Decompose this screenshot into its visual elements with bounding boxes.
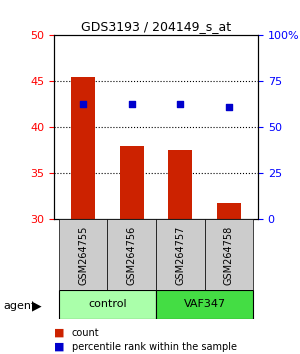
Text: count: count (72, 328, 100, 338)
FancyBboxPatch shape (156, 219, 205, 290)
Text: ▶: ▶ (32, 300, 41, 313)
FancyBboxPatch shape (156, 290, 253, 319)
FancyBboxPatch shape (59, 290, 156, 319)
Text: ■: ■ (54, 328, 64, 338)
FancyBboxPatch shape (205, 219, 253, 290)
Bar (217, 203, 241, 219)
Text: control: control (88, 299, 127, 309)
Text: agent: agent (3, 301, 35, 311)
Text: GSM264755: GSM264755 (78, 225, 88, 285)
Text: GSM264758: GSM264758 (224, 225, 234, 285)
Text: GSM264756: GSM264756 (127, 225, 137, 285)
Point (81, 102, 85, 107)
Point (129, 102, 134, 107)
Text: VAF347: VAF347 (184, 299, 226, 309)
Bar (120, 146, 144, 219)
Text: percentile rank within the sample: percentile rank within the sample (72, 342, 237, 352)
Text: GSM264757: GSM264757 (175, 225, 185, 285)
Point (226, 104, 231, 110)
FancyBboxPatch shape (107, 219, 156, 290)
FancyBboxPatch shape (59, 219, 107, 290)
Bar (71, 77, 95, 219)
Point (178, 102, 183, 107)
Title: GDS3193 / 204149_s_at: GDS3193 / 204149_s_at (81, 20, 231, 33)
Bar (168, 150, 192, 219)
Text: ■: ■ (54, 342, 64, 352)
